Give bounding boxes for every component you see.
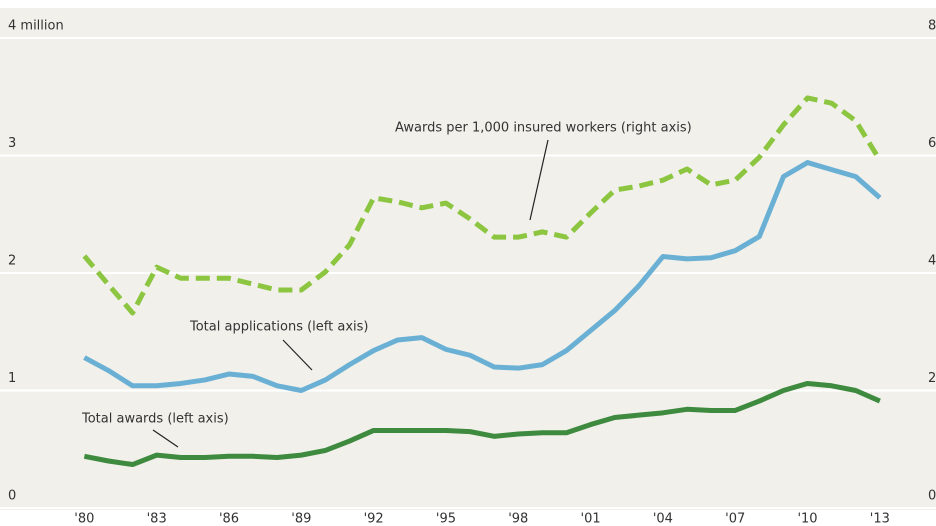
- series-label: Awards per 1,000 insured workers (right …: [395, 121, 692, 136]
- x-tick-label: '89: [291, 512, 311, 526]
- y-tick-label: 2: [8, 254, 16, 269]
- plot-background: [0, 8, 936, 510]
- x-tick-label: '04: [653, 512, 673, 526]
- x-tick-label: '98: [508, 512, 528, 526]
- y2-tick-label: 8: [928, 19, 936, 34]
- series-label: Total applications (left axis): [189, 320, 368, 335]
- series-line: [83, 380, 881, 468]
- y2-tick-label: 6: [928, 136, 936, 151]
- series-label: Total awards (left axis): [81, 412, 229, 427]
- y-tick-label: 1: [8, 371, 16, 386]
- x-tick-label: '95: [436, 512, 456, 526]
- leader-line: [282, 339, 313, 371]
- x-tick-label: '07: [725, 512, 745, 526]
- series-line: [82, 95, 882, 316]
- leader-line: [529, 139, 549, 221]
- y2-tick-label: 2: [928, 371, 936, 386]
- leader-line: [152, 429, 179, 448]
- y-tick-label: 0: [8, 489, 16, 504]
- series-line: [83, 160, 882, 393]
- x-tick-label: '13: [870, 512, 890, 526]
- x-tick-label: '83: [147, 512, 167, 526]
- y-tick-label: 3: [8, 136, 16, 151]
- x-tick-label: '86: [219, 512, 239, 526]
- x-tick-label: '10: [797, 512, 817, 526]
- y2-tick-label: 4: [928, 254, 936, 269]
- x-tick-label: '01: [581, 512, 601, 526]
- x-tick-label: '92: [364, 512, 384, 526]
- y-tick-label: 4 million: [8, 19, 64, 34]
- x-tick-label: '80: [74, 512, 94, 526]
- lines: [82, 95, 882, 468]
- y2-tick-label: 0: [928, 489, 936, 504]
